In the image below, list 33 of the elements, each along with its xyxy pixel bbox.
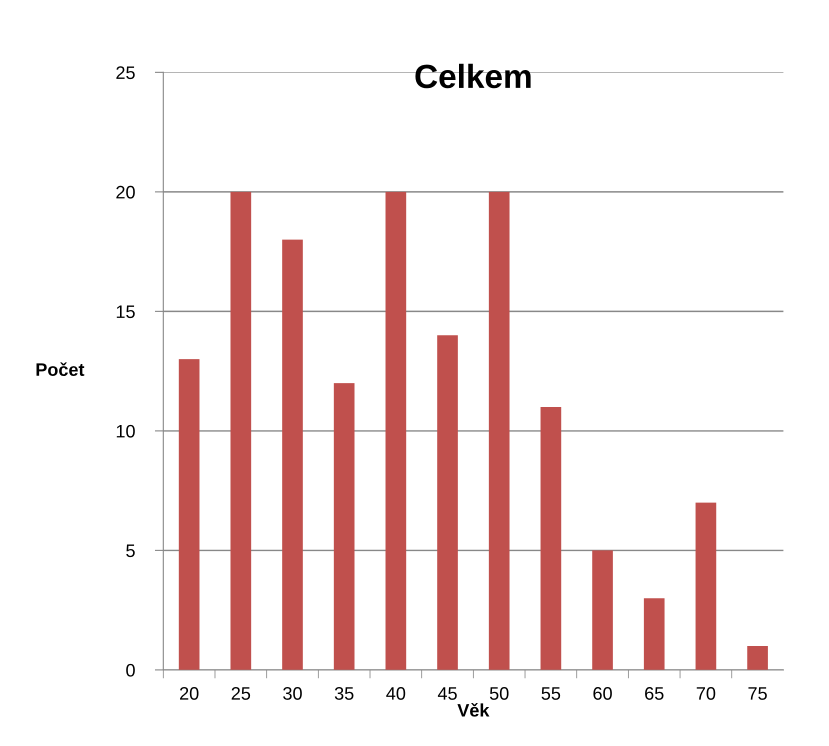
x-tick-label: 45 xyxy=(438,687,457,700)
x-tick-label: 20 xyxy=(180,687,198,700)
x-tick-label: 75 xyxy=(748,687,767,700)
bar xyxy=(696,502,716,670)
x-tick-label: 25 xyxy=(232,687,250,700)
bar xyxy=(747,646,768,670)
y-tick-label: 10 xyxy=(116,424,135,438)
bar xyxy=(540,406,562,670)
chart-title: Celkem xyxy=(415,64,531,88)
x-tick-label: 40 xyxy=(386,687,406,700)
bar xyxy=(592,550,613,670)
y-axis-title: Počet xyxy=(36,362,84,376)
y-tick-label: 25 xyxy=(116,66,135,80)
bar xyxy=(437,335,458,670)
y-tick-label: 0 xyxy=(126,664,135,677)
x-axis-title: Věk xyxy=(457,703,490,717)
bar xyxy=(386,192,406,670)
x-tick-label: 55 xyxy=(542,687,560,700)
x-tick-label: 50 xyxy=(490,687,509,700)
bar xyxy=(488,192,510,670)
bar xyxy=(334,383,355,670)
bar xyxy=(644,598,665,670)
x-tick-label: 60 xyxy=(593,687,612,700)
bar xyxy=(178,359,200,670)
x-tick-label: 70 xyxy=(696,687,716,700)
y-tick-label: 15 xyxy=(116,306,135,318)
bar xyxy=(230,192,252,670)
x-tick-label: 65 xyxy=(645,687,664,700)
x-tick-label: 30 xyxy=(283,687,302,700)
y-tick-label: 5 xyxy=(126,544,135,558)
y-tick-label: 20 xyxy=(116,186,135,199)
x-tick-label: 35 xyxy=(334,687,354,700)
bar xyxy=(282,240,303,670)
